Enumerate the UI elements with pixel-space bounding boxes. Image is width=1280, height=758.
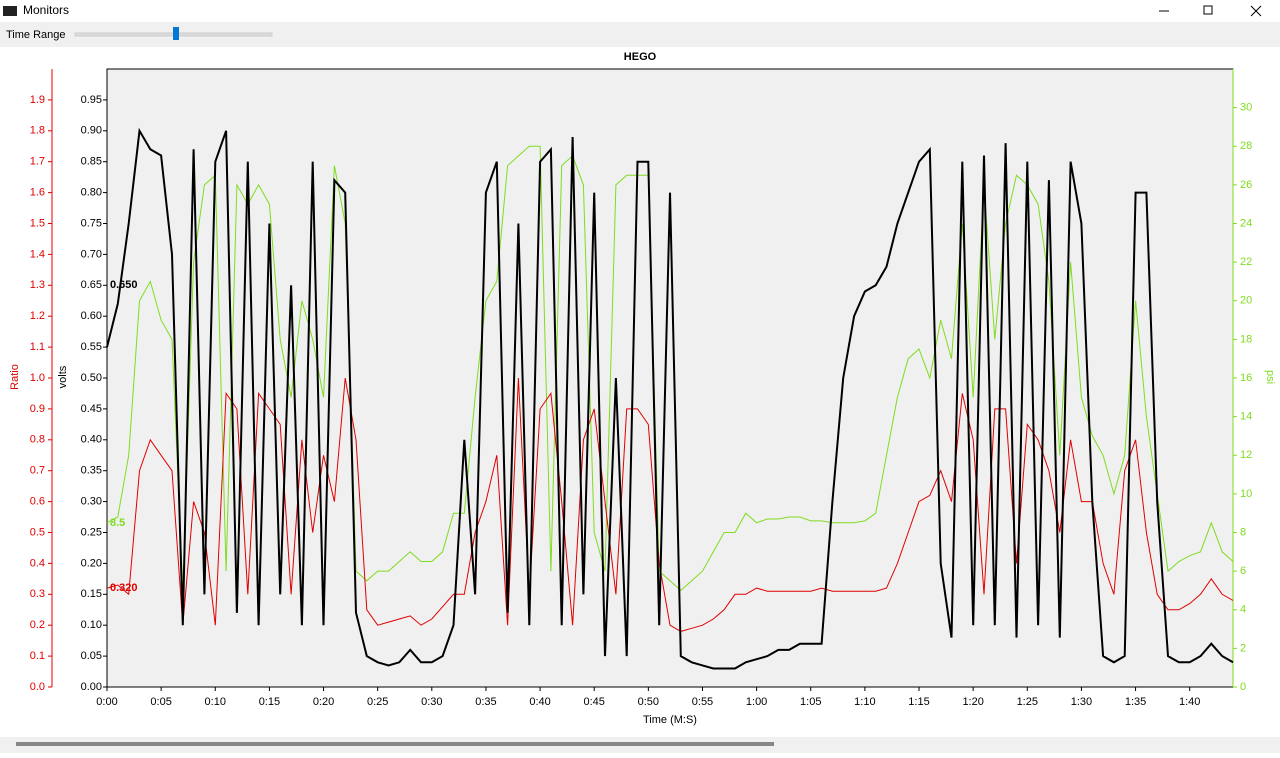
y-tick-label: 8: [1240, 526, 1246, 538]
series-line: [106, 127, 1234, 670]
x-tick-label: 0:10: [205, 696, 226, 708]
series-line: [106, 145, 1234, 592]
y-tick-label: 18: [1240, 333, 1252, 345]
y-tick-label: 1.4: [30, 248, 45, 260]
y-tick-label: 0.20: [81, 557, 102, 569]
x-tick-label: 0:30: [421, 696, 442, 708]
y-tick-label: 0.90: [81, 125, 102, 137]
close-button[interactable]: [1250, 5, 1262, 17]
y-tick-label: 1.6: [30, 187, 45, 199]
y-tick-label: 0.6: [30, 496, 45, 508]
y-tick-label: 16: [1240, 372, 1252, 384]
y-tick-label: 0.95: [81, 94, 102, 106]
window-title: Monitors: [23, 3, 69, 17]
x-tick-label: 0:05: [150, 696, 171, 708]
y-tick-label: 0.3: [30, 588, 45, 600]
y-tick-label: 0.5: [30, 526, 45, 538]
y-tick-label: 1.9: [30, 94, 45, 106]
y-tick-label: 1.0: [30, 372, 45, 384]
y-tick-label: 1.2: [30, 310, 45, 322]
time-range-label: Time Range: [6, 29, 66, 41]
cursor-readout: 0.320: [110, 582, 138, 594]
x-tick-label: 0:50: [638, 696, 659, 708]
x-tick-label: 1:05: [800, 696, 821, 708]
y-tick-label: 6: [1240, 565, 1246, 577]
y-tick-label: 0.75: [81, 217, 102, 229]
scrollbar-thumb[interactable]: [16, 742, 774, 746]
y-tick-label: 2: [1240, 642, 1246, 654]
y-tick-label: 24: [1240, 217, 1252, 229]
y-tick-label: 0.2: [30, 619, 45, 631]
y-tick-label: 12: [1240, 449, 1252, 461]
title-bar: [0, 0, 1280, 22]
x-tick-label: 1:15: [908, 696, 929, 708]
y-tick-label: 0.9: [30, 403, 45, 415]
y-tick-label: 0.50: [81, 372, 102, 384]
y-tick-label: 0.05: [81, 650, 102, 662]
y-tick-label: 1.8: [30, 125, 45, 137]
y-tick-label: 1.5: [30, 217, 45, 229]
x-tick-label: 1:20: [962, 696, 983, 708]
y-tick-label: 0.25: [81, 526, 102, 538]
x-tick-label: 1:30: [1071, 696, 1092, 708]
y-tick-label: 28: [1240, 140, 1252, 152]
y-tick-label: 0.70: [81, 248, 102, 260]
maximize-button[interactable]: [1203, 5, 1213, 15]
x-tick-label: 1:00: [746, 696, 767, 708]
y-tick-label: 0.40: [81, 434, 102, 446]
series-line: [106, 377, 1234, 632]
psi-axis-label: psi: [1264, 370, 1276, 384]
y-tick-label: 0.0: [30, 681, 45, 693]
y-tick-label: 0: [1240, 681, 1246, 693]
slider-thumb[interactable]: [173, 27, 179, 40]
y-tick-label: 30: [1240, 102, 1252, 114]
x-tick-label: 0:15: [259, 696, 280, 708]
y-tick-label: 0.15: [81, 588, 102, 600]
y-tick-label: 22: [1240, 256, 1252, 268]
cursor-readout: 8.5: [110, 517, 125, 529]
y-tick-label: 0.85: [81, 156, 102, 168]
x-tick-label: 0:25: [367, 696, 388, 708]
x-tick-label: 0:35: [475, 696, 496, 708]
y-tick-label: 1.1: [30, 341, 45, 353]
y-tick-label: 0.10: [81, 619, 102, 631]
plot-content: 0.000.050.100.150.200.250.300.350.400.45…: [30, 94, 1253, 708]
x-tick-label: 1:10: [854, 696, 875, 708]
x-tick-label: 1:25: [1017, 696, 1038, 708]
y-tick-label: 0.35: [81, 465, 102, 477]
ratio-axis-label: Ratio: [9, 364, 21, 390]
cursor-readout: 0.650: [110, 279, 138, 291]
y-tick-label: 0.65: [81, 279, 102, 291]
y-tick-label: 0.00: [81, 681, 102, 693]
y-tick-label: 0.80: [81, 187, 102, 199]
y-tick-label: 20: [1240, 295, 1252, 307]
y-tick-label: 26: [1240, 179, 1252, 191]
y-tick-label: 0.60: [81, 310, 102, 322]
y-tick-label: 0.7: [30, 465, 45, 477]
x-tick-label: 0:55: [692, 696, 713, 708]
y-tick-label: 14: [1240, 411, 1252, 423]
x-tick-label: 0:40: [529, 696, 550, 708]
y-tick-label: 1.3: [30, 279, 45, 291]
y-tick-label: 4: [1240, 604, 1246, 616]
y-tick-label: 0.8: [30, 434, 45, 446]
app-icon: [3, 6, 17, 16]
y-tick-label: 10: [1240, 488, 1252, 500]
y-tick-label: 0.1: [30, 650, 45, 662]
y-tick-label: 0.4: [30, 557, 45, 569]
chart-title: HEGO: [624, 51, 657, 63]
x-tick-label: 1:40: [1179, 696, 1200, 708]
x-tick-label: 1:35: [1125, 696, 1146, 708]
y-tick-label: 1.7: [30, 156, 45, 168]
x-tick-label: 0:00: [96, 696, 117, 708]
volts-axis-label: volts: [57, 365, 69, 388]
x-axis-label: Time (M:S): [643, 714, 697, 726]
x-tick-label: 0:45: [584, 696, 605, 708]
y-tick-label: 0.55: [81, 341, 102, 353]
x-tick-label: 0:20: [313, 696, 334, 708]
y-tick-label: 0.45: [81, 403, 102, 415]
y-tick-label: 0.30: [81, 496, 102, 508]
